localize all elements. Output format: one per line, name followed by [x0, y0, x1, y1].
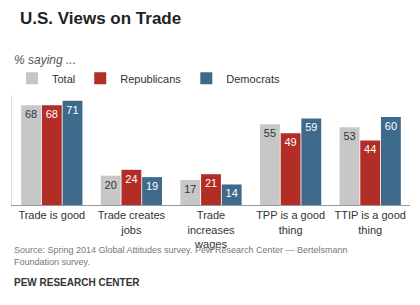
svg-text:59: 59 — [305, 121, 317, 133]
svg-text:55: 55 — [264, 127, 276, 139]
svg-text:Trade createsjobs: Trade createsjobs — [98, 209, 166, 235]
svg-text:60: 60 — [385, 120, 397, 132]
svg-text:53: 53 — [343, 130, 355, 142]
svg-text:Democrats: Democrats — [226, 73, 280, 85]
svg-text:68: 68 — [46, 108, 58, 120]
svg-text:Republicans: Republicans — [120, 73, 181, 85]
svg-text:Total: Total — [52, 73, 75, 85]
svg-text:49: 49 — [284, 136, 296, 148]
svg-text:U.S. Views on Trade: U.S. Views on Trade — [20, 9, 181, 28]
svg-text:Source: Spring 2014 Global Att: Source: Spring 2014 Global Attitudes sur… — [14, 245, 348, 267]
svg-text:20: 20 — [105, 179, 117, 191]
svg-text:14: 14 — [226, 187, 238, 199]
svg-text:71: 71 — [66, 104, 78, 116]
svg-text:68: 68 — [25, 108, 37, 120]
svg-text:44: 44 — [364, 143, 376, 155]
svg-text:21: 21 — [205, 177, 217, 189]
svg-text:19: 19 — [146, 180, 158, 192]
svg-text:TPP is a goodthing: TPP is a goodthing — [256, 209, 325, 235]
svg-text:TTIP is a goodthing: TTIP is a goodthing — [335, 209, 406, 235]
svg-text:% saying ...: % saying ... — [14, 53, 76, 67]
svg-text:17: 17 — [184, 183, 196, 195]
svg-text:PEW RESEARCH CENTER: PEW RESEARCH CENTER — [14, 277, 140, 288]
svg-text:24: 24 — [125, 173, 137, 185]
svg-text:Trade is good: Trade is good — [18, 209, 85, 221]
svg-text:Tradeincreaseswages: Tradeincreaseswages — [187, 209, 235, 250]
